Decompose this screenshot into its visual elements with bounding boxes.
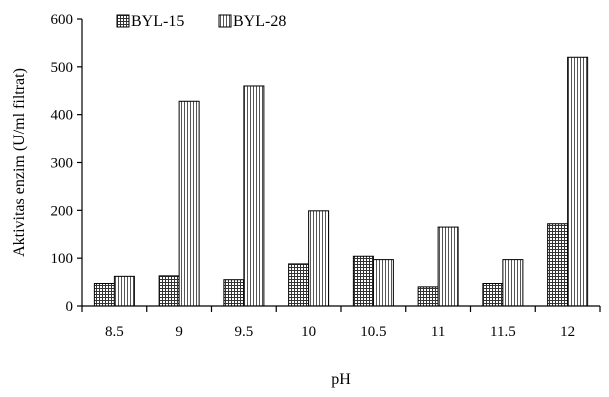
bar-byl-15-11 [417, 286, 439, 307]
bar-byl-28-9_5 [243, 85, 265, 307]
bar-byl-15-9_5 [223, 279, 245, 307]
legend-item-byl-28: BYL-28 [218, 13, 286, 30]
bar-byl-15-8_5 [93, 283, 115, 307]
x-tick-label: 9 [175, 324, 183, 340]
x-tick-label: 11 [431, 324, 445, 340]
y-tick-label: 200 [51, 203, 74, 219]
bar-byl-28-11_5 [502, 259, 524, 307]
bar-byl-28-10 [308, 210, 330, 307]
bar-byl-15-9 [158, 275, 180, 307]
y-tick-label: 100 [51, 251, 74, 267]
legend-swatch [218, 14, 232, 28]
bar-byl-15-10_5 [352, 255, 374, 307]
legend-label: BYL-15 [131, 13, 184, 30]
legend: BYL-15 BYL-28 [116, 13, 286, 30]
y-tick-label: 400 [51, 108, 74, 124]
bar-byl-15-10 [288, 263, 310, 307]
axes-layer: 0 100 200 300 400 500 600 8.5 9 9.5 10 10.5 11 11.5 12 [51, 12, 601, 340]
x-tick-label: 11.5 [490, 324, 516, 340]
x-tick-label: 9.5 [235, 324, 254, 340]
x-axis-title: pH [331, 371, 351, 388]
x-tick-label: 10.5 [360, 324, 386, 340]
legend-item-byl-15: BYL-15 [116, 13, 184, 30]
x-tick-label: 10 [301, 324, 316, 340]
legend-swatch [116, 14, 130, 28]
y-tick-label: 300 [51, 156, 74, 172]
bar-byl-28-8_5 [113, 275, 135, 307]
x-tick-label: 8.5 [105, 324, 124, 340]
bar-byl-28-9 [178, 100, 200, 307]
x-tick-label: 12 [560, 324, 575, 340]
legend-label: BYL-28 [233, 13, 286, 30]
y-tick-label: 500 [51, 60, 74, 76]
y-tick-label: 600 [51, 12, 74, 28]
y-axis-title: Aktivitas enzim (U/ml filtrat) [11, 68, 28, 257]
bar-byl-28-10_5 [372, 259, 394, 307]
bar-byl-28-11 [437, 226, 459, 307]
bars-layer [93, 56, 589, 307]
bar-byl-28-12 [567, 56, 589, 307]
bar-byl-15-11_5 [482, 283, 504, 307]
y-tick-label: 0 [66, 299, 74, 315]
bar-byl-15-12 [547, 223, 569, 307]
